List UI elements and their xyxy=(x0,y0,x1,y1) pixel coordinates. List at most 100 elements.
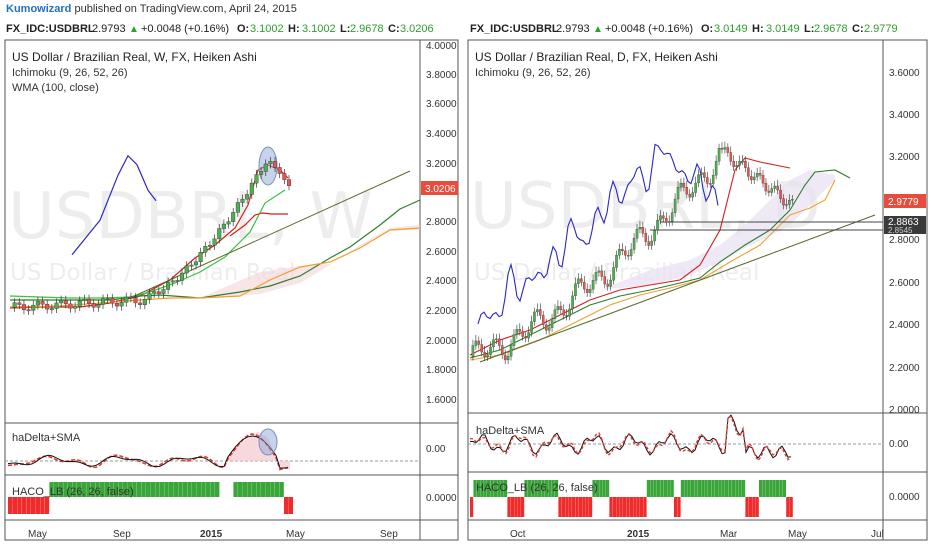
haco-bar-down xyxy=(640,497,644,517)
left-wma-line xyxy=(9,189,286,299)
candle-body xyxy=(533,311,536,322)
candle-body xyxy=(180,272,185,281)
haco-bar-down xyxy=(745,497,749,517)
haco-bar-up xyxy=(721,480,725,497)
haco-bar-down xyxy=(629,497,633,517)
haco-bar-up xyxy=(541,480,545,497)
candle-body xyxy=(580,278,583,283)
haco-bar-up xyxy=(551,480,555,497)
left-y-tick: 2.4000 xyxy=(426,276,457,287)
haco-bar-up xyxy=(704,480,708,497)
candle-body xyxy=(512,334,516,346)
candle-body xyxy=(603,276,607,285)
candle-body xyxy=(565,315,568,317)
haco-bar-down xyxy=(623,497,627,517)
candle-body xyxy=(644,233,648,242)
haco-bar-up xyxy=(238,482,243,497)
right-level-badge xyxy=(884,216,926,234)
candle-body xyxy=(175,280,180,282)
candle-body xyxy=(193,261,198,266)
haco-bar-up xyxy=(694,480,698,497)
candle-body xyxy=(527,332,530,339)
left-y-tick: 2.8000 xyxy=(426,217,457,228)
left-quote-c: 3.0206 xyxy=(400,23,434,35)
left-quote-up-arrow: ▲ xyxy=(129,24,139,35)
candle-body xyxy=(156,291,161,294)
candle-body xyxy=(621,249,624,252)
left-watermark-symbol: USDBRL, W xyxy=(8,180,373,254)
haco-bar-up xyxy=(104,482,109,497)
candle-body xyxy=(521,331,524,337)
candle-body xyxy=(791,199,794,201)
haco-bar-up xyxy=(150,482,155,497)
haco-bar-up xyxy=(210,482,215,497)
haco-bar-down xyxy=(44,497,50,514)
haco-bar-up xyxy=(738,480,742,497)
haco-bar-up xyxy=(192,482,197,497)
right-quote-h: 3.0149 xyxy=(766,23,800,35)
haco-bar-up xyxy=(251,482,257,497)
haco-bar-down xyxy=(565,497,569,517)
haco-bar-up xyxy=(595,480,599,497)
haco-bar-down xyxy=(470,497,474,517)
candle-body xyxy=(547,327,551,331)
haco-bar-up xyxy=(765,480,769,497)
left-quote-l: 2.9678 xyxy=(350,23,384,35)
left-chart-frame xyxy=(4,39,459,541)
candle-body xyxy=(12,302,17,308)
left-price-badge-label: 3.0206 xyxy=(425,184,456,195)
candle-body xyxy=(87,298,92,304)
haco-bar-up xyxy=(650,480,654,497)
haco-bar-down xyxy=(561,497,565,517)
left-quote-price: 2.9793 xyxy=(92,23,126,35)
candle-body xyxy=(632,238,636,250)
haco-bar-up xyxy=(86,482,91,497)
candle-body xyxy=(110,298,115,304)
right-x-tick: May xyxy=(788,529,807,540)
candle-body xyxy=(544,324,548,331)
candle-body xyxy=(750,176,753,181)
haco-bar-down xyxy=(8,497,13,514)
haco-bar-up xyxy=(725,480,729,497)
candle-body xyxy=(647,241,650,246)
haco-bar-down xyxy=(26,497,31,514)
right-lagging-span xyxy=(477,143,719,325)
candle-body xyxy=(509,345,513,357)
haco-bar-up xyxy=(714,480,718,497)
haco-bar-down xyxy=(17,497,22,514)
haco-bar-up xyxy=(54,482,59,497)
candle-body xyxy=(618,249,621,256)
left-y-tick: 4.0000 xyxy=(426,41,457,52)
candle-body xyxy=(245,194,250,200)
candle-body xyxy=(45,303,50,310)
haco-bar-down xyxy=(636,497,640,517)
left-quote-o: 3.1002 xyxy=(250,23,284,35)
candle-body xyxy=(600,270,604,277)
candle-body xyxy=(82,298,87,302)
haco-bar-down xyxy=(517,497,521,517)
candle-body xyxy=(518,329,522,332)
right-level-badge-label-2: 2.8545 xyxy=(888,226,913,235)
haco-bar-up xyxy=(141,482,146,497)
haco-bar-up xyxy=(146,482,151,497)
candle-body xyxy=(550,318,554,328)
right-osc-delta-line xyxy=(470,414,792,459)
candle-body xyxy=(747,167,750,177)
left-quote-symbol: FX_IDC:USDBRL xyxy=(6,23,95,35)
haco-bar-up xyxy=(718,480,722,497)
haco-bar-up xyxy=(265,482,270,497)
left-y-tick: 1.8000 xyxy=(426,365,457,376)
haco-bar-up xyxy=(49,482,54,497)
right-y-tick: 3.2000 xyxy=(889,152,920,163)
haco-bar-down xyxy=(284,497,289,514)
haco-bar-down xyxy=(619,497,623,517)
right-quote-o: 3.0149 xyxy=(714,23,748,35)
right-senkou-a-line xyxy=(469,169,851,359)
candle-body xyxy=(273,161,278,168)
left-quote-l-label: L: xyxy=(340,23,350,35)
haco-bar-up xyxy=(708,480,712,497)
candle-body xyxy=(697,174,700,184)
candle-body xyxy=(477,340,481,345)
author-link[interactable]: Kumowizard xyxy=(6,3,72,15)
candle-body xyxy=(539,309,542,316)
